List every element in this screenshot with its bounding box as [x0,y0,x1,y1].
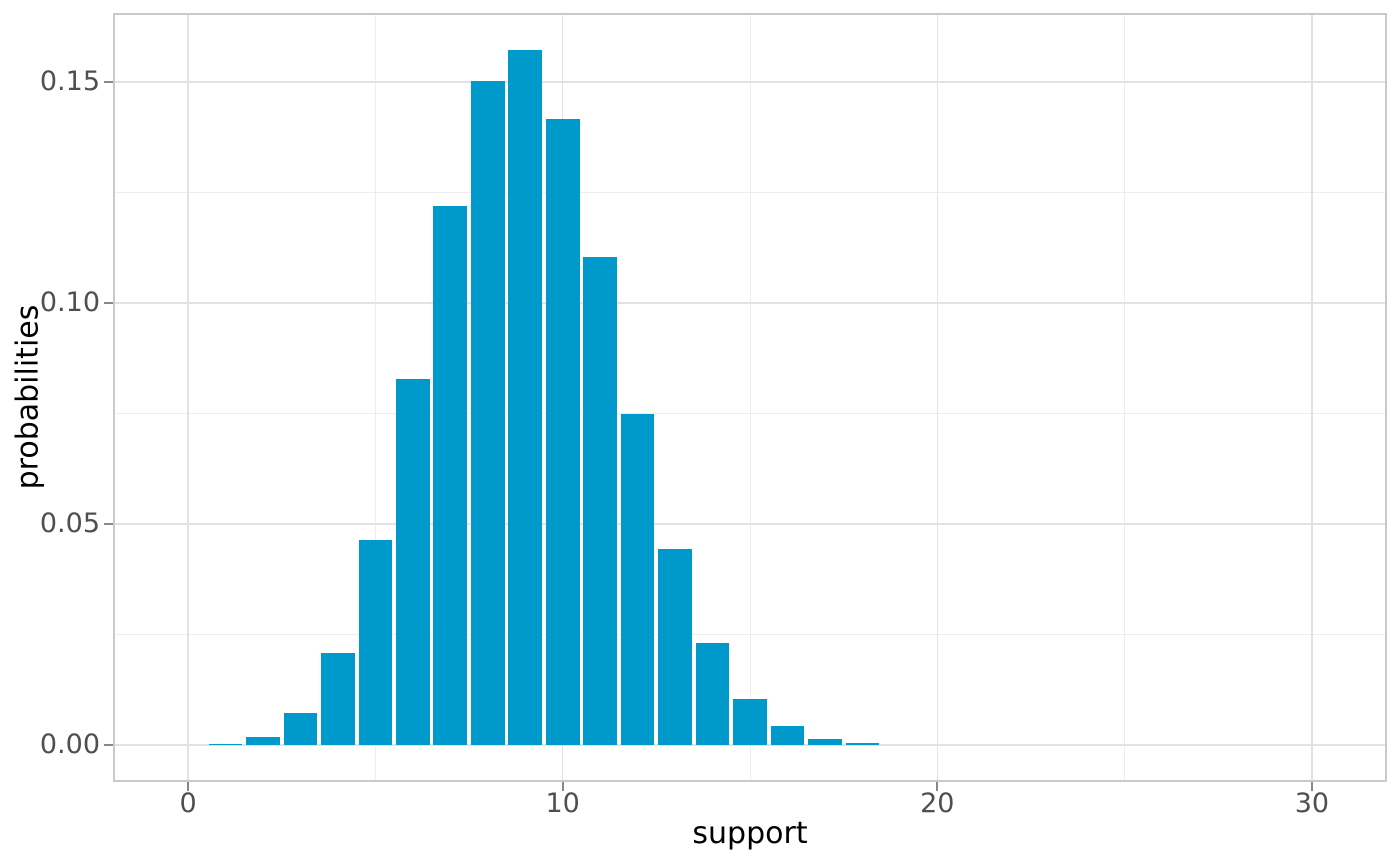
bar-k2 [246,737,280,746]
gridline-minor-x-15 [749,15,751,780]
bar-k17 [808,738,842,746]
bar-k16 [770,726,805,746]
bar-k18 [845,743,880,746]
bar-k1 [208,743,243,746]
gridline-major-x-20 [936,15,939,780]
x-tick-mark-0 [187,782,190,791]
y-tick-label-0.15: 0.15 [39,65,100,97]
bar-k9 [508,49,543,746]
bar-k11 [583,257,617,746]
gridline-major-y-0.15 [115,81,1385,83]
bar-k15 [733,698,767,746]
bar-k14 [695,643,730,746]
y-tick-label-0.00: 0.00 [39,729,100,761]
bar-k10 [545,119,580,746]
bar-k4 [321,653,355,746]
y-tick-mark-0.10 [104,302,113,305]
x-tick-mark-20 [936,782,939,791]
bar-k3 [283,713,318,746]
x-axis-title: support [692,816,808,851]
x-tick-label-30: 30 [1294,788,1330,819]
x-tick-mark-10 [561,782,564,791]
x-tick-label-10: 10 [545,788,580,819]
gridline-major-y-0.05 [115,523,1385,525]
gridline-minor-y-0.075 [115,413,1385,415]
y-tick-mark-0.15 [104,80,113,83]
x-tick-mark-30 [1310,782,1313,791]
bar-k7 [433,206,468,746]
bar-k12 [620,414,655,746]
gridline-major-x-0 [187,15,189,780]
gridline-minor-x-25 [1124,15,1126,780]
gridline-major-y-0.00 [115,744,1385,746]
plot-panel [115,15,1385,780]
bar-k13 [658,548,692,746]
y-axis-title: probabilities [10,304,46,490]
bar-k8 [470,81,505,746]
y-tick-mark-0.00 [104,744,113,747]
bar-k5 [358,539,393,746]
bar-k6 [395,378,430,746]
gridline-minor-y-0.025 [115,634,1385,636]
x-tick-label-20: 20 [920,788,955,819]
gridline-major-x-30 [1311,15,1313,780]
y-tick-label-0.05: 0.05 [39,508,100,540]
x-tick-label-0: 0 [179,788,197,819]
y-tick-mark-0.05 [104,523,113,526]
gridline-major-y-0.10 [115,302,1385,304]
gridline-minor-x-5 [374,15,376,780]
gridline-minor-y-0.125 [115,192,1385,194]
